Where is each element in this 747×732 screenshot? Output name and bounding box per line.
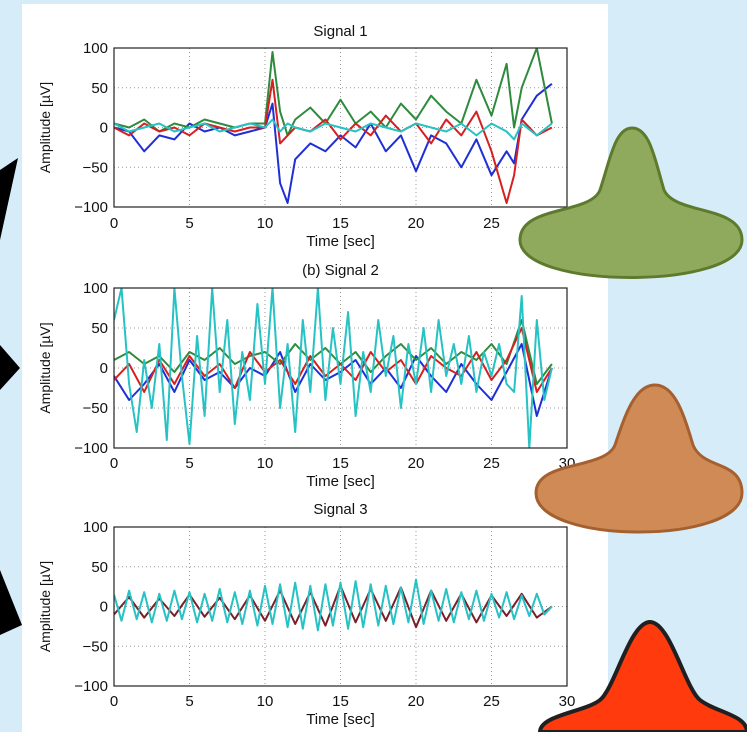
y-tick-label: 100 bbox=[83, 280, 108, 297]
pointer-arrow-1 bbox=[0, 158, 18, 240]
y-tick-label: 100 bbox=[83, 40, 108, 57]
red-hat-shape bbox=[537, 619, 747, 732]
x-tick-label: 15 bbox=[332, 455, 349, 472]
y-tick-label: −50 bbox=[83, 400, 108, 417]
series-line-1 bbox=[114, 343, 553, 417]
x-tick-label: 10 bbox=[257, 215, 274, 232]
chart-title: Signal 3 bbox=[313, 501, 367, 518]
y-tick-label: 100 bbox=[83, 519, 108, 536]
plot-frame bbox=[113, 287, 568, 449]
y-axis-label: Amplitude [µV] bbox=[37, 82, 53, 173]
x-tick-label: 15 bbox=[332, 215, 349, 232]
series-line-2 bbox=[114, 578, 553, 632]
chart-title: Signal 1 bbox=[313, 23, 367, 40]
y-tick-label: 0 bbox=[100, 599, 108, 616]
y-axis-label: Amplitude [µV] bbox=[37, 561, 53, 652]
pointer-arrow-3 bbox=[0, 570, 22, 635]
x-tick-label: 30 bbox=[559, 693, 576, 710]
y-tick-label: −50 bbox=[83, 159, 108, 176]
x-tick-label: 5 bbox=[185, 215, 193, 232]
plot-frame bbox=[113, 47, 568, 208]
x-tick-label: 5 bbox=[185, 455, 193, 472]
x-tick-label: 20 bbox=[408, 215, 425, 232]
chart-3: 0 5 10 15 20 25 30 100 50 0 −50 −100 Signal 3 Time [s… bbox=[37, 501, 575, 728]
x-axis-label: Time [sec] bbox=[306, 711, 375, 728]
x-tick-label: 0 bbox=[110, 455, 118, 472]
green-hat-shape bbox=[518, 126, 744, 279]
plot-frame bbox=[113, 526, 568, 687]
x-tick-label: 5 bbox=[185, 693, 193, 710]
series-line-3 bbox=[114, 78, 553, 204]
x-tick-label: 20 bbox=[408, 693, 425, 710]
x-tick-label: 10 bbox=[257, 455, 274, 472]
x-tick-label: 25 bbox=[483, 215, 500, 232]
y-tick-label: 50 bbox=[91, 559, 108, 576]
y-tick-label: −100 bbox=[74, 199, 108, 216]
x-tick-label: 0 bbox=[110, 693, 118, 710]
pointer-arrow-2 bbox=[0, 345, 20, 390]
x-tick-label: 20 bbox=[408, 455, 425, 472]
y-axis-label: Amplitude [µV] bbox=[37, 322, 53, 413]
x-tick-label: 10 bbox=[257, 693, 274, 710]
orange-hat-shape bbox=[534, 383, 744, 534]
y-tick-label: −50 bbox=[83, 638, 108, 655]
x-tick-label: 0 bbox=[110, 215, 118, 232]
y-tick-label: 0 bbox=[100, 360, 108, 377]
x-tick-label: 25 bbox=[483, 455, 500, 472]
series-line-4 bbox=[114, 288, 553, 448]
series-line-3 bbox=[114, 327, 553, 393]
y-tick-label: 50 bbox=[91, 80, 108, 97]
x-axis-label: Time [sec] bbox=[306, 233, 375, 250]
x-axis-label: Time [sec] bbox=[306, 473, 375, 490]
chart-1: 0 5 10 15 20 25 100 50 0 −50 −100 Signal 1 Time [sec… bbox=[37, 23, 568, 250]
x-tick-label: 15 bbox=[332, 693, 349, 710]
x-tick-label: 25 bbox=[483, 693, 500, 710]
chart-title: (b) Signal 2 bbox=[302, 262, 379, 279]
y-tick-label: −100 bbox=[74, 440, 108, 457]
y-tick-label: −100 bbox=[74, 678, 108, 695]
y-tick-label: 50 bbox=[91, 320, 108, 337]
y-tick-label: 0 bbox=[100, 120, 108, 137]
series-line-4 bbox=[114, 118, 553, 141]
